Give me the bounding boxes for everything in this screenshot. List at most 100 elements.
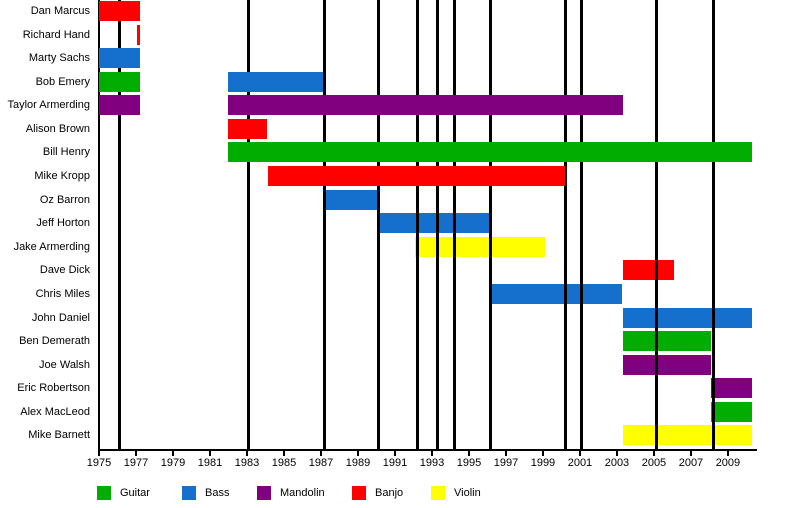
axis-tick [652,451,655,456]
timeline-bar [99,72,140,92]
timeline-bar [136,25,141,45]
member-name-label: John Daniel [31,312,90,324]
axis-tick-label: 1997 [493,457,519,469]
axis-tick-label: 2001 [567,457,593,469]
timeline-bar [622,331,712,351]
event-line [580,0,584,450]
legend-color-swatch [182,486,196,500]
axis-tick [430,451,433,456]
axis-tick [504,451,507,456]
member-name-label: Marty Sachs [28,52,90,64]
timeline-bar [490,284,623,304]
event-line [117,0,121,450]
event-line [376,0,380,450]
timeline-bar [99,1,140,21]
timeline-bar [228,95,623,115]
legend-label: Banjo [375,487,404,499]
legend-label: Guitar [120,487,150,499]
member-name-label: Bill Henry [42,146,90,158]
axis-tick-label: 1987 [308,457,334,469]
legend-label: Violin [454,487,481,499]
legend-color-swatch [352,486,366,500]
event-line [436,0,440,450]
legend-label: Bass [205,487,230,499]
timeline-bar [228,142,752,162]
member-name-label: Mike Kropp [34,170,90,182]
timeline-bar [622,355,712,375]
legend-color-swatch [97,486,111,500]
axis-tick-label: 1999 [530,457,556,469]
member-name-label: Mike Barnett [28,429,90,441]
member-name-label: Dan Marcus [30,5,90,17]
timeline-bar [711,402,752,422]
axis-tick [356,451,359,456]
member-name-label: Dave Dick [39,264,90,276]
axis-tick-label: 1983 [234,457,260,469]
axis-tick [726,451,729,456]
timeline-bar [622,308,752,328]
event-line [415,0,419,450]
axis-tick-label: 1977 [123,457,149,469]
axis-tick-label: 1979 [160,457,186,469]
y-axis-line [98,0,100,450]
legend-color-swatch [257,486,271,500]
member-name-label: Ben Demerath [19,335,90,347]
member-name-label: Jake Armerding [13,241,90,253]
axis-tick-label: 2003 [604,457,630,469]
timeline-bar [711,378,752,398]
member-name-label: Alex MacLeod [20,406,90,418]
member-name-label: Jeff Horton [36,217,90,229]
timeline-bar [322,190,378,210]
axis-tick-label: 2005 [641,457,667,469]
axis-tick [245,451,248,456]
timeline-bar [268,166,566,186]
member-name-label: Richard Hand [22,29,90,41]
event-line [323,0,327,450]
axis-tick-label: 1981 [197,457,223,469]
member-name-label: Bob Emery [35,76,90,88]
axis-tick [615,451,618,456]
member-name-label: Joe Walsh [39,359,90,371]
x-axis-baseline [98,449,757,451]
axis-tick [467,451,470,456]
event-line [711,0,715,450]
timeline-bar [99,95,140,115]
timeline-bar [622,425,752,445]
timeline-bar [99,48,140,68]
axis-tick [171,451,174,456]
timeline-bar [228,72,323,92]
axis-tick [541,451,544,456]
axis-tick-label: 1975 [86,457,112,469]
axis-tick-label: 2009 [715,457,741,469]
member-name-label: Oz Barron [39,194,90,206]
axis-tick-label: 1991 [382,457,408,469]
timeline-bar [622,260,675,280]
legend-label: Mandolin [280,487,325,499]
member-name-label: Eric Robertson [17,382,90,394]
timeline-bar [415,237,545,257]
axis-tick [689,451,692,456]
legend-item-violin: Violin [431,486,481,500]
axis-tick-label: 1995 [456,457,482,469]
member-name-label: Taylor Armerding [7,99,90,111]
event-line [452,0,456,450]
event-line [655,0,659,450]
axis-tick [393,451,396,456]
axis-tick [578,451,581,456]
event-line [563,0,567,450]
axis-tick-label: 2007 [678,457,704,469]
legend-item-banjo: Banjo [352,486,403,500]
legend-item-bass: Bass [182,486,229,500]
timeline-bar [228,119,268,139]
axis-tick-label: 1989 [345,457,371,469]
axis-tick-label: 1985 [271,457,297,469]
legend-item-mandolin: Mandolin [257,486,325,500]
axis-tick [282,451,285,456]
legend-color-swatch [431,486,445,500]
legend-item-guitar: Guitar [97,486,150,500]
member-name-label: Alison Brown [25,123,90,135]
event-line [247,0,251,450]
axis-tick [134,451,137,456]
member-name-label: Chris Miles [35,288,90,300]
